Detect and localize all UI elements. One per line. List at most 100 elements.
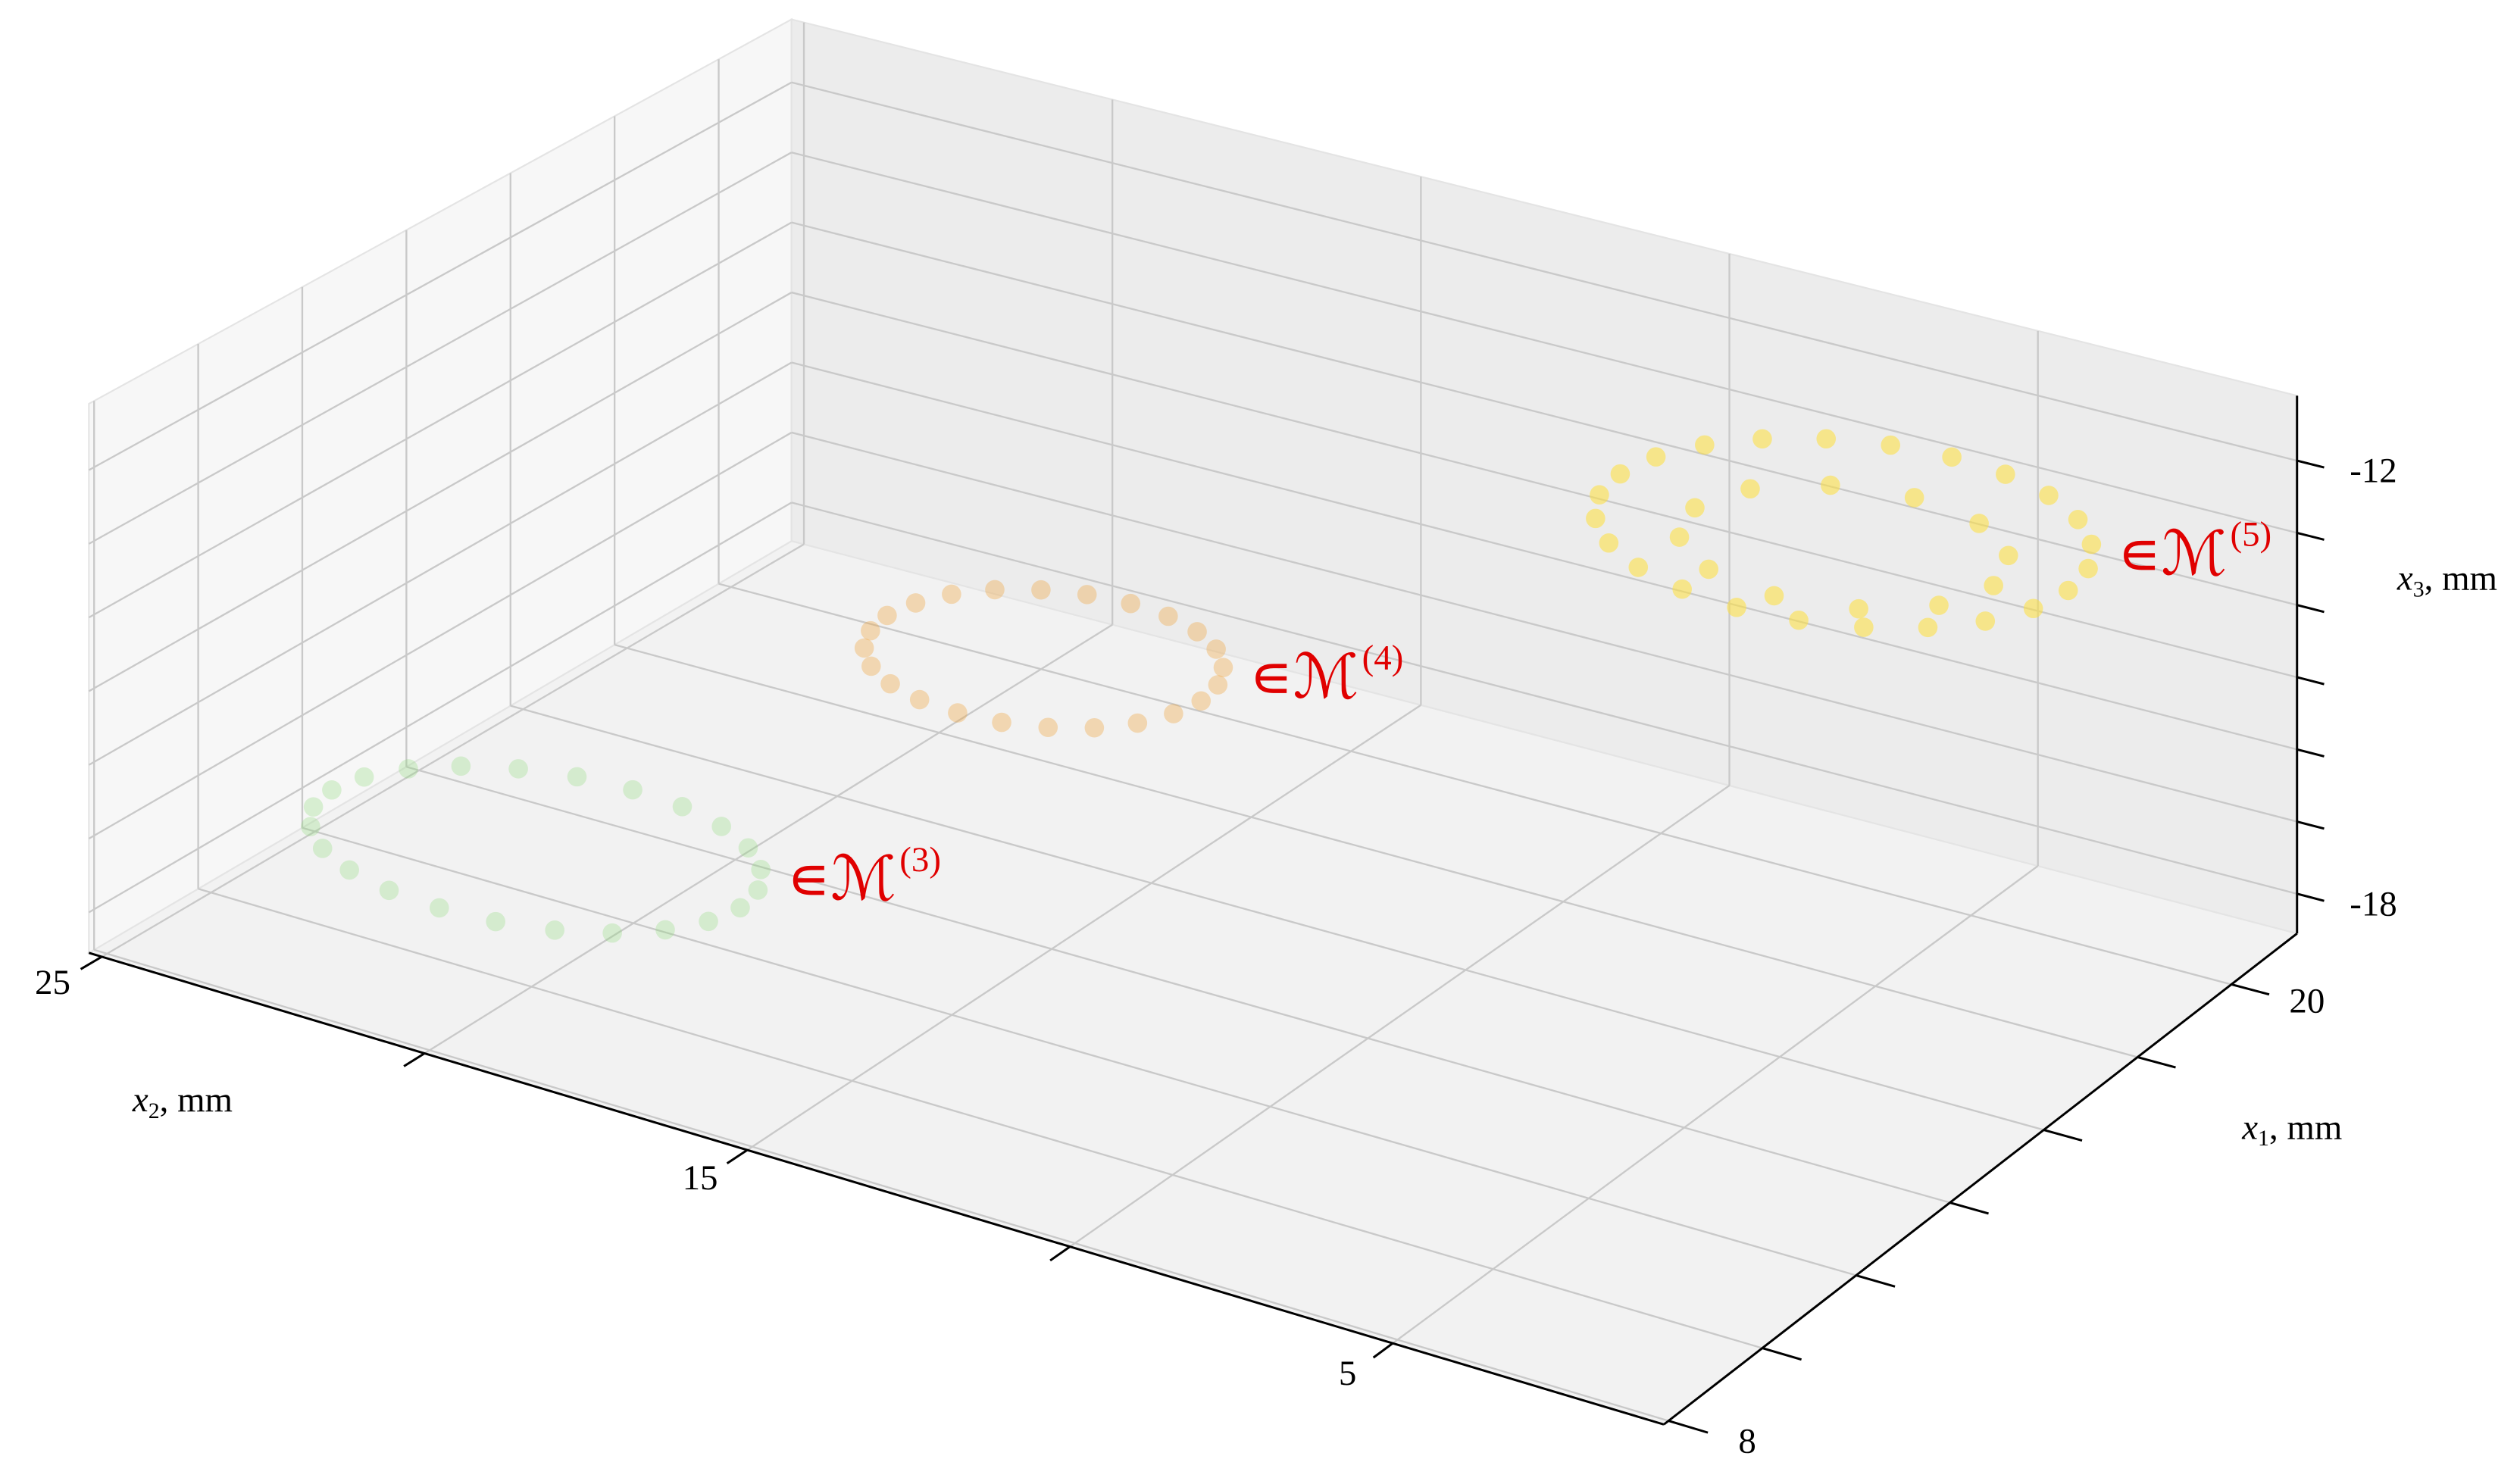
grid-line xyxy=(791,81,2297,462)
grid-line xyxy=(88,81,793,471)
grid-line xyxy=(88,361,793,766)
point xyxy=(1669,527,1690,547)
point xyxy=(1996,464,2015,484)
point xyxy=(301,817,320,836)
point xyxy=(1599,533,1619,553)
point xyxy=(1904,488,1924,508)
grid-line xyxy=(791,431,2298,823)
point xyxy=(711,817,732,836)
point xyxy=(1942,447,1962,467)
point xyxy=(1158,606,1178,626)
point xyxy=(1610,464,1630,484)
points xyxy=(301,429,2102,943)
grid-line xyxy=(746,704,1422,1151)
grid-line xyxy=(88,292,793,692)
x2-tick xyxy=(1049,1245,1071,1262)
axis-label-symbol: x xyxy=(2397,558,2413,598)
point xyxy=(1206,639,1226,659)
x1-axis-label: x1, mm xyxy=(2241,1108,2342,1151)
x2-tick xyxy=(403,1052,426,1067)
x2-tick-label: 15 xyxy=(683,1158,718,1198)
grid xyxy=(88,22,2298,1422)
point xyxy=(303,797,324,817)
point xyxy=(1740,479,1760,499)
series-label-sup: (4) xyxy=(1362,638,1404,677)
point xyxy=(672,796,693,817)
x1-axis xyxy=(1663,933,2298,1426)
x3-tick-label: -18 xyxy=(2350,885,2397,924)
point xyxy=(1590,485,1609,505)
point xyxy=(339,860,359,880)
panes xyxy=(86,17,2300,1426)
point xyxy=(312,839,333,858)
series-label: ∊ℳ xyxy=(2117,520,2227,588)
x3-axis-label: x3, mm xyxy=(2397,558,2497,601)
point xyxy=(861,620,880,641)
point xyxy=(1121,593,1141,614)
point xyxy=(1084,717,1105,738)
point xyxy=(1969,514,1989,533)
point xyxy=(1821,475,1840,495)
x1-tick xyxy=(1856,1274,1896,1288)
point xyxy=(379,880,399,901)
point xyxy=(2068,509,2088,530)
point xyxy=(880,673,900,694)
point xyxy=(2081,534,2102,555)
grid-line xyxy=(718,583,2232,986)
point xyxy=(861,656,881,676)
grid-line xyxy=(510,705,2044,1131)
point xyxy=(699,911,718,932)
x1-tick xyxy=(2137,1056,2176,1069)
grid-line xyxy=(614,643,2138,1058)
point xyxy=(623,780,643,800)
point xyxy=(2039,486,2059,505)
point xyxy=(1699,559,1719,580)
point xyxy=(1854,617,1874,637)
point xyxy=(1789,610,1809,630)
point xyxy=(1191,691,1212,711)
x3-tick xyxy=(2296,604,2325,614)
axis-label-symbol: x xyxy=(132,1080,149,1120)
point xyxy=(1586,508,1605,529)
axis-label-unit: , mm xyxy=(160,1080,233,1120)
grid-line xyxy=(1392,865,2039,1345)
x1-tick xyxy=(2231,983,2270,996)
point xyxy=(1752,429,1772,449)
point xyxy=(738,838,758,858)
x2-tick-label: 25 xyxy=(35,963,70,1002)
x2-tick xyxy=(80,955,103,970)
grid-line xyxy=(198,888,1763,1349)
axis-label-subscript: 1 xyxy=(2258,1126,2269,1151)
point xyxy=(1164,704,1183,723)
x1-tick-label: 8 xyxy=(1738,1421,1756,1461)
x3-tick xyxy=(2296,892,2325,902)
point xyxy=(322,780,342,800)
point xyxy=(545,920,564,940)
grid-line xyxy=(791,221,2298,606)
point xyxy=(430,898,449,918)
point xyxy=(2078,558,2098,579)
point xyxy=(1998,545,2018,566)
grid-line xyxy=(302,826,1857,1276)
x2-tick-label: 5 xyxy=(1339,1354,1356,1393)
grid-line xyxy=(791,152,2298,534)
x3-tick xyxy=(2296,459,2325,469)
series-label-sup: (3) xyxy=(899,840,941,880)
axis-label-unit: , mm xyxy=(2425,558,2497,598)
point xyxy=(399,759,418,779)
x3-tick xyxy=(2296,676,2325,686)
grid-line xyxy=(791,501,2298,895)
point xyxy=(748,880,768,900)
point xyxy=(354,767,374,787)
x1-tick xyxy=(2043,1129,2083,1142)
point xyxy=(1127,713,1148,733)
x2-axis-label: x2, mm xyxy=(132,1080,233,1123)
axis-label-unit: , mm xyxy=(2269,1108,2342,1147)
x2-axis xyxy=(88,951,1665,1426)
point xyxy=(1975,611,1996,631)
grid-line xyxy=(406,766,1950,1204)
point xyxy=(1646,447,1666,467)
